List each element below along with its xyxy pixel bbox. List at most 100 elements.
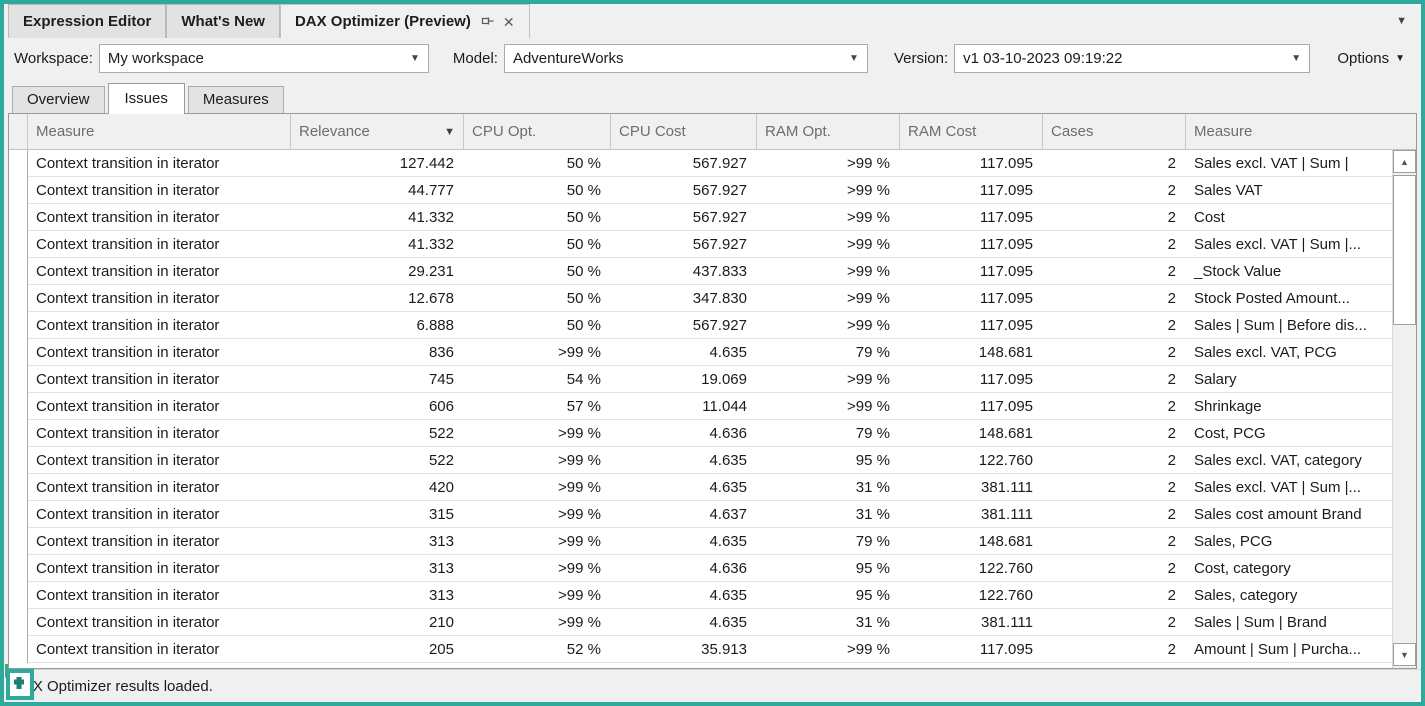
column-header-measure[interactable]: Measure xyxy=(28,114,291,149)
scroll-down-icon[interactable]: ▼ xyxy=(1393,643,1416,666)
cell-cases: 2 xyxy=(1043,393,1186,420)
table-row[interactable]: Context transition in iterator 522 >99 % 4.… xyxy=(9,420,1392,447)
table-row[interactable]: Context transition in iterator 420 >99 % 4.… xyxy=(9,474,1392,501)
cell-issue: Context transition in iterator xyxy=(28,258,291,285)
cell-cases: 2 xyxy=(1043,258,1186,285)
table-row[interactable]: Context transition in iterator 29.231 50 %… xyxy=(9,258,1392,285)
cell-relevance: 313 xyxy=(291,555,464,582)
cell-relevance: 41.332 xyxy=(291,231,464,258)
table-row[interactable]: Context transition in iterator 313 >99 % 4.… xyxy=(9,528,1392,555)
cell-issue: Context transition in iterator xyxy=(28,582,291,609)
table-row[interactable]: Context transition in iterator 41.332 50 %… xyxy=(9,231,1392,258)
cell-cases: 2 xyxy=(1043,447,1186,474)
cell-measure-name: Sales, category xyxy=(1186,582,1392,609)
table-row[interactable]: Context transition in iterator 745 54 % 19.… xyxy=(9,366,1392,393)
column-header-relevance[interactable]: Relevance ▼ xyxy=(291,114,464,149)
table-row[interactable]: Context transition in iterator 12.678 50 %… xyxy=(9,285,1392,312)
column-header-cpu-cost[interactable]: CPU Cost xyxy=(611,114,757,149)
workspace-combobox[interactable]: My workspace ▼ xyxy=(98,43,429,73)
table-row[interactable]: Context transition in iterator 6.888 50 % 5… xyxy=(9,312,1392,339)
cell-relevance: 44.777 xyxy=(291,177,464,204)
cell-measure-name: Sales excl. VAT | Sum | xyxy=(1186,150,1392,177)
cell-ram-opt: >99 % xyxy=(757,204,900,231)
cell-cpu-opt: 50 % xyxy=(464,231,611,258)
workspace-label: Workspace: xyxy=(14,49,93,67)
cell-cases: 2 xyxy=(1043,609,1186,636)
table-row[interactable]: Context transition in iterator 44.777 50 %… xyxy=(9,177,1392,204)
cell-ram-cost: 117.095 xyxy=(900,150,1043,177)
cell-cpu-cost: 567.927 xyxy=(611,177,757,204)
vertical-scrollbar[interactable]: ▲ ▼ xyxy=(1392,150,1416,668)
column-header-ram-opt[interactable]: RAM Opt. xyxy=(757,114,900,149)
cell-relevance: 420 xyxy=(291,474,464,501)
scrollbar-track[interactable] xyxy=(1393,325,1416,643)
table-row[interactable]: Context transition in iterator 606 57 % 11.… xyxy=(9,393,1392,420)
row-header-cell xyxy=(9,339,28,366)
cell-cases: 2 xyxy=(1043,312,1186,339)
cell-ram-opt: >99 % xyxy=(757,636,900,663)
cell-cases: 2 xyxy=(1043,528,1186,555)
tab-issues[interactable]: Issues xyxy=(107,83,185,114)
table-row[interactable]: Context transition in iterator 315 >99 % 4.… xyxy=(9,501,1392,528)
row-header-cell xyxy=(9,258,28,285)
cell-cpu-cost: 4.637 xyxy=(611,501,757,528)
column-header-measure-name[interactable]: Measure xyxy=(1194,123,1253,140)
row-header-cell xyxy=(9,393,28,420)
table-row[interactable]: Context transition in iterator 127.442 50 … xyxy=(9,150,1392,177)
row-header-cell xyxy=(9,231,28,258)
tab-overflow-caret-icon[interactable]: ▼ xyxy=(1396,15,1407,27)
cell-measure-name: Sales excl. VAT | Sum |... xyxy=(1186,474,1392,501)
table-row[interactable]: Context transition in iterator 313 >99 % 4.… xyxy=(9,555,1392,582)
column-header-cpu-opt[interactable]: CPU Opt. xyxy=(464,114,611,149)
tab-dax-optimizer[interactable]: DAX Optimizer (Preview) ✕ xyxy=(279,4,530,38)
row-header-gutter xyxy=(9,114,28,149)
scrollbar-thumb[interactable] xyxy=(1393,175,1416,325)
cell-ram-opt: >99 % xyxy=(757,285,900,312)
chevron-down-icon: ▼ xyxy=(849,52,859,64)
cell-ram-cost: 122.760 xyxy=(900,447,1043,474)
grid-body: Context transition in iterator 127.442 50 … xyxy=(9,150,1392,668)
table-row[interactable]: Context transition in iterator 41.332 50 %… xyxy=(9,204,1392,231)
scroll-up-icon[interactable]: ▲ xyxy=(1393,150,1416,173)
cell-cases: 2 xyxy=(1043,150,1186,177)
cell-cases: 2 xyxy=(1043,204,1186,231)
tab-overview[interactable]: Overview xyxy=(12,86,105,113)
cell-issue: Context transition in iterator xyxy=(28,447,291,474)
options-button[interactable]: Options ▼ xyxy=(1327,46,1415,71)
chevron-down-icon: ▼ xyxy=(410,52,420,64)
cell-relevance: 127.442 xyxy=(291,150,464,177)
cell-relevance: 205 xyxy=(291,636,464,663)
table-row[interactable]: Context transition in iterator 205 52 % 35.… xyxy=(9,636,1392,663)
column-header-ram-cost[interactable]: RAM Cost xyxy=(900,114,1043,149)
cell-relevance: 522 xyxy=(291,447,464,474)
tab-measures[interactable]: Measures xyxy=(187,86,284,113)
toolbar: Workspace: My workspace ▼ Model: Adventu… xyxy=(4,38,1421,78)
model-combobox[interactable]: AdventureWorks ▼ xyxy=(503,43,868,73)
cell-measure-name: Sales VAT xyxy=(1186,177,1392,204)
pin-icon[interactable] xyxy=(481,14,495,30)
chevron-down-icon: ▼ xyxy=(1395,52,1405,64)
version-combobox[interactable]: v1 03-10-2023 09:19:22 ▼ xyxy=(954,43,1311,73)
table-row[interactable]: Context transition in iterator 313 >99 % 4.… xyxy=(9,582,1392,609)
tab-expression-editor[interactable]: Expression Editor xyxy=(8,4,167,38)
cell-issue: Context transition in iterator xyxy=(28,501,291,528)
cell-ram-opt: >99 % xyxy=(757,312,900,339)
row-header-cell xyxy=(9,528,28,555)
cell-cases: 2 xyxy=(1043,636,1186,663)
cell-cpu-cost: 4.635 xyxy=(611,339,757,366)
cell-measure-name: Sales, PCG xyxy=(1186,528,1392,555)
table-row[interactable]: Context transition in iterator 210 >99 % 4.… xyxy=(9,609,1392,636)
close-icon[interactable]: ✕ xyxy=(502,13,515,30)
tab-whats-new[interactable]: What's New xyxy=(166,4,280,38)
row-header-cell xyxy=(9,177,28,204)
cell-ram-cost: 148.681 xyxy=(900,528,1043,555)
column-header-cases[interactable]: Cases xyxy=(1043,114,1186,149)
cell-relevance: 606 xyxy=(291,393,464,420)
table-row[interactable]: Context transition in iterator 522 >99 % 4.… xyxy=(9,447,1392,474)
cell-ram-cost: 117.095 xyxy=(900,366,1043,393)
cell-relevance: 313 xyxy=(291,528,464,555)
cell-cpu-opt: >99 % xyxy=(464,501,611,528)
cell-ram-opt: 79 % xyxy=(757,339,900,366)
cell-measure-name: Sales excl. VAT, category xyxy=(1186,447,1392,474)
table-row[interactable]: Context transition in iterator 836 >99 % 4.… xyxy=(9,339,1392,366)
